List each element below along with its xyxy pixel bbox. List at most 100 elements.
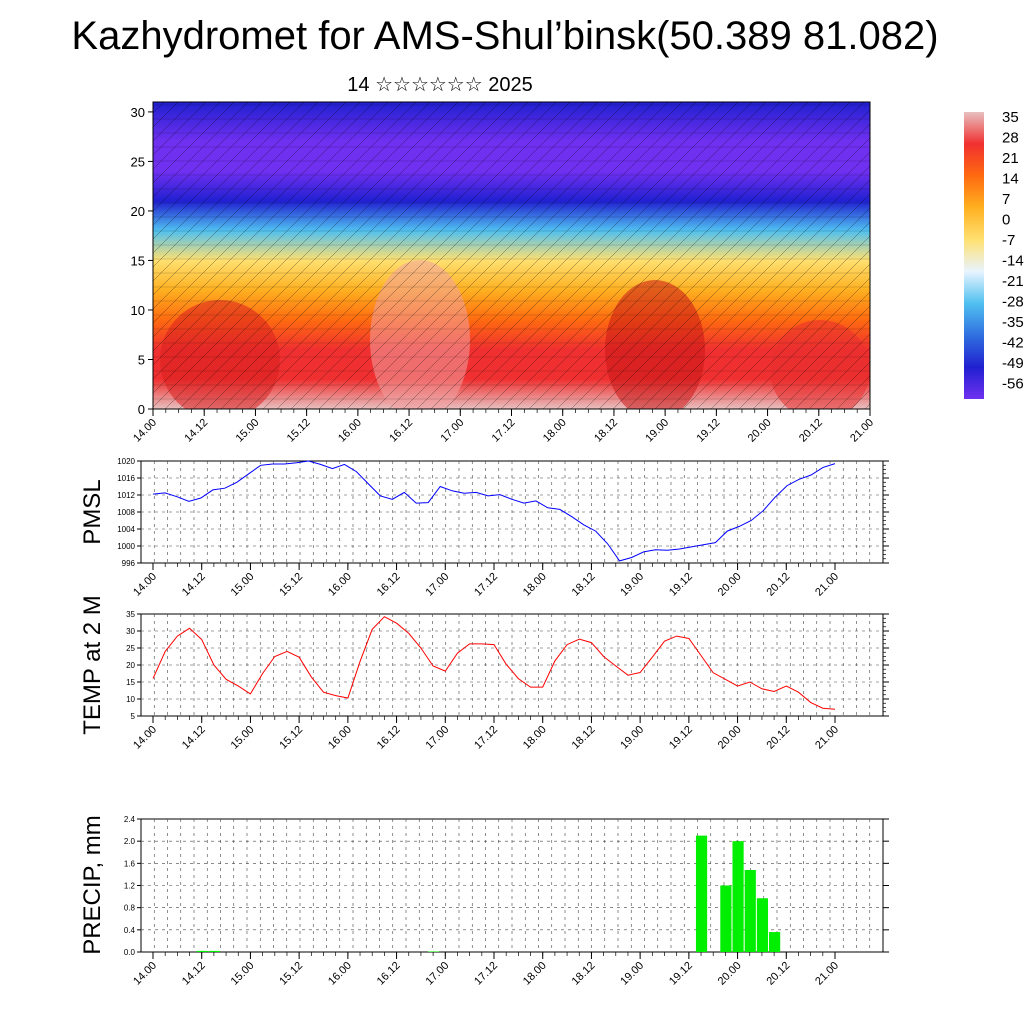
temp-ytick-label: 30 (126, 627, 135, 636)
heatmap-xtick-label: 20.12 (797, 417, 825, 445)
pmsl-ytick-label: 996 (122, 559, 136, 568)
pmsl-xtick-label: 20.12 (764, 571, 792, 599)
pmsl-xtick-label: 21.00 (813, 571, 841, 599)
wind-barbs (153, 102, 870, 409)
colorbar-label: 35 (1002, 109, 1019, 126)
precip-bar (756, 898, 769, 952)
heatmap-ytick-label: 25 (131, 154, 145, 169)
temp-ytick-label: 35 (126, 610, 135, 619)
heatmap-ytick-label: 5 (138, 352, 145, 367)
temp-xtick-label: 18.00 (521, 724, 549, 752)
temp-xtick-label: 16.12 (375, 724, 403, 752)
pmsl-ytick-label: 1004 (117, 525, 135, 534)
heatmap-xtick-label: 17.12 (490, 417, 518, 445)
precip-ytick-label: 1.6 (124, 859, 136, 868)
heatmap-xtick-label: 20.00 (746, 417, 774, 445)
pmsl-xtick-label: 15.00 (229, 571, 257, 599)
precip-bar (732, 841, 744, 952)
heatmap-xtick-label: 15.12 (285, 417, 313, 445)
precip-ytick-label: 0.4 (124, 926, 136, 935)
precip-xtick-label: 21.00 (813, 960, 841, 988)
temp-xtick-label: 19.12 (667, 724, 695, 752)
temp-ytick-label: 15 (126, 678, 135, 687)
heatmap-xtick-label: 19.12 (695, 417, 723, 445)
colorbar-label: 0 (1002, 212, 1010, 229)
heatmap-ytick-label: 0 (138, 402, 145, 417)
precip-bar (196, 950, 208, 952)
heatmap-xtick-label: 15.00 (234, 417, 262, 445)
pmsl-ytick-label: 1020 (117, 457, 135, 466)
precip-xtick-label: 17.00 (423, 960, 451, 988)
temp-ytick-label: 5 (131, 712, 136, 721)
colorbar-label: -42 (1002, 335, 1024, 352)
precip-xtick-label: 20.12 (764, 960, 792, 988)
pmsl-ytick-label: 1000 (117, 542, 135, 551)
colorbar-label: -28 (1002, 294, 1024, 311)
heatmap-xtick-label: 17.00 (438, 417, 466, 445)
pmsl-xtick-label: 19.00 (618, 571, 646, 599)
precip-bar (428, 951, 440, 952)
temp-axis-label: TEMP at 2 M (79, 595, 106, 735)
pmsl-xtick-label: 16.00 (326, 571, 354, 599)
precip-xtick-label: 19.00 (618, 960, 646, 988)
pmsl-panel: 996 1000 1004 1008 1012 1016 1020 PMSL 14.00 14.1… (79, 457, 889, 599)
colorbar-label: -7 (1002, 232, 1015, 249)
pmsl-ytick-label: 1016 (117, 474, 135, 483)
heatmap-ytick-label: 20 (131, 204, 145, 219)
precip-bar (769, 932, 781, 952)
date-label: 14 ☆☆☆☆☆☆ 2025 (347, 74, 533, 96)
pmsl-ytick-label: 1008 (117, 508, 135, 517)
temp-ytick-label: 20 (126, 661, 135, 670)
temp-xtick-label: 16.00 (326, 724, 354, 752)
temp-xtick-label: 20.00 (716, 724, 744, 752)
precip-xtick-label: 16.12 (375, 960, 403, 988)
page-title: Kazhydromet for AMS-Shul’binsk(50.389 81… (71, 14, 939, 58)
temp-xtick-label: 20.12 (764, 724, 792, 752)
heatmap-xtick-label: 18.00 (541, 417, 569, 445)
pmsl-xtick-label: 17.12 (472, 571, 500, 599)
pmsl-xtick-label: 14.12 (180, 571, 208, 599)
temp-series-line (152, 616, 836, 710)
precip-xtick-label: 19.12 (667, 960, 695, 988)
pmsl-xtick-label: 17.00 (423, 571, 451, 599)
heatmap-xtick-label: 21.00 (848, 417, 876, 445)
colorbar: 35 28 21 14 7 0 -7 -14 -21 -28 -35 -42 -49 -56 (964, 109, 1024, 399)
precip-xtick-label: 17.12 (472, 960, 500, 988)
precip-xtick-label: 20.00 (716, 960, 744, 988)
heatmap-ytick-label: 30 (131, 105, 145, 120)
pmsl-xtick-label: 16.12 (375, 571, 403, 599)
temp-panel: 5 10 15 20 25 30 35 TEMP at 2 M 14.00 14.12 15.00 1… (79, 595, 889, 752)
colorbar-label: 7 (1002, 191, 1010, 208)
heatmap-panel: 0 5 10 15 20 25 30 14.00 14.12 15.00 15.12 16.00 16.… (131, 101, 876, 445)
precip-axis-label: PRECIP, mm (79, 815, 106, 955)
precip-ytick-label: 0.0 (124, 948, 136, 957)
colorbar-label: -56 (1002, 376, 1024, 393)
temp-xtick-label: 17.00 (423, 724, 451, 752)
temp-xtick-label: 17.12 (472, 724, 500, 752)
temp-xtick-label: 14.12 (180, 724, 208, 752)
heatmap-xtick-label: 14.00 (131, 417, 159, 445)
precip-xtick-label: 14.00 (131, 960, 159, 988)
heatmap-xtick-label: 19.00 (643, 417, 671, 445)
precip-bar (208, 950, 220, 952)
temp-xtick-label: 18.12 (570, 724, 598, 752)
pmsl-xtick-label: 19.12 (667, 571, 695, 599)
pmsl-xtick-label: 18.00 (521, 571, 549, 599)
heatmap-xtick-label: 16.00 (336, 417, 364, 445)
colorbar-label: -14 (1002, 253, 1024, 270)
temp-xtick-label: 19.00 (618, 724, 646, 752)
precip-xtick-label: 15.12 (277, 960, 305, 988)
precip-panel: 0.0 0.4 0.8 1.2 1.6 2.0 2.4 PRECIP, mm 14.00 14.1… (79, 815, 889, 988)
precip-xtick-label: 16.00 (326, 960, 354, 988)
temp-xtick-label: 14.00 (131, 724, 159, 752)
precip-xtick-label: 18.12 (570, 960, 598, 988)
precip-bar (720, 885, 732, 952)
temp-ytick-label: 25 (126, 644, 135, 653)
colorbar-label: -35 (1002, 314, 1024, 331)
pmsl-series-line (152, 460, 836, 562)
heatmap-overlay (153, 102, 870, 409)
heatmap-xtick-label: 18.12 (592, 417, 620, 445)
precip-xtick-label: 14.12 (180, 960, 208, 988)
precip-ytick-label: 1.2 (124, 882, 136, 891)
